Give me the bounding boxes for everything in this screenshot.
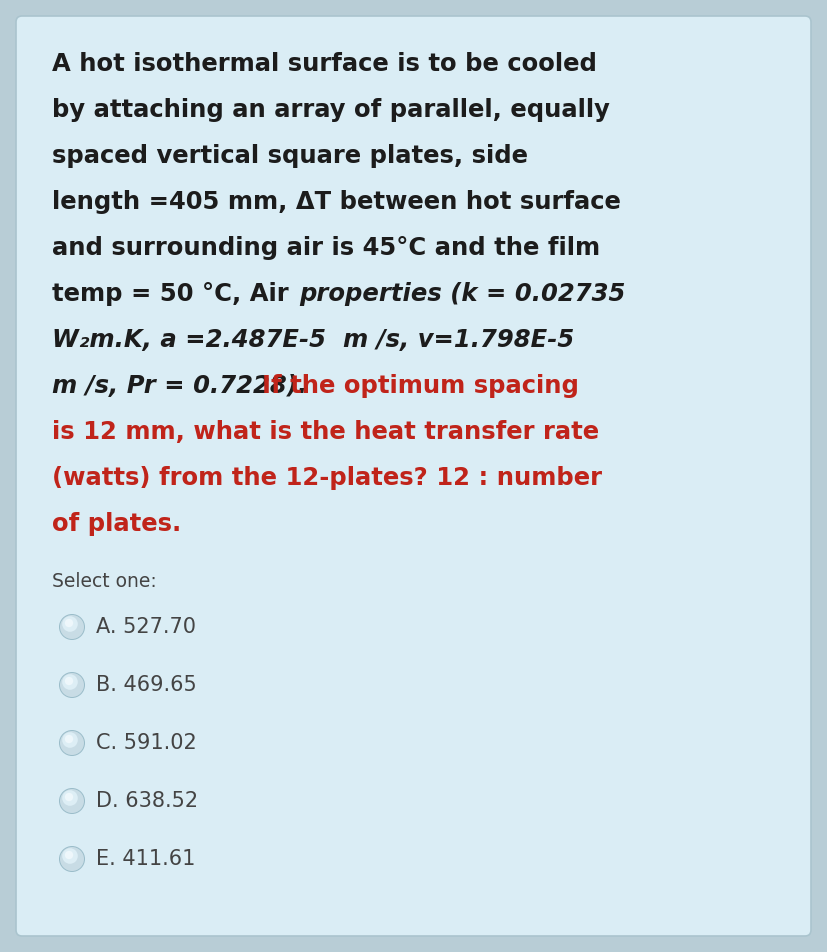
Text: A. 527.70: A. 527.70	[96, 617, 196, 637]
Text: and surrounding air is 45°C and the film: and surrounding air is 45°C and the film	[52, 236, 600, 260]
Circle shape	[62, 790, 78, 805]
Text: C. 591.02: C. 591.02	[96, 733, 197, 753]
Circle shape	[62, 732, 78, 748]
Text: A hot isothermal surface is to be cooled: A hot isothermal surface is to be cooled	[52, 52, 597, 76]
Text: W₂m.K, a =2.487E-5  m /s, v=1.798E-5: W₂m.K, a =2.487E-5 m /s, v=1.798E-5	[52, 328, 574, 352]
Text: E. 411.61: E. 411.61	[96, 849, 195, 869]
Text: B. 469.65: B. 469.65	[96, 675, 197, 695]
Circle shape	[65, 735, 74, 744]
Circle shape	[62, 616, 78, 632]
FancyBboxPatch shape	[16, 16, 811, 936]
Circle shape	[60, 731, 84, 755]
Text: by attaching an array of parallel, equally: by attaching an array of parallel, equal…	[52, 98, 609, 122]
Circle shape	[65, 619, 74, 627]
Circle shape	[60, 615, 84, 639]
Text: D. 638.52: D. 638.52	[96, 791, 198, 811]
Circle shape	[62, 674, 78, 690]
Text: properties (k = 0.02735: properties (k = 0.02735	[299, 282, 625, 306]
Text: of plates.: of plates.	[52, 512, 181, 536]
Text: If the optimum spacing: If the optimum spacing	[262, 374, 579, 398]
Circle shape	[59, 614, 85, 640]
Circle shape	[60, 673, 84, 697]
Circle shape	[65, 851, 74, 860]
Circle shape	[60, 847, 84, 871]
Text: Select one:: Select one:	[52, 572, 157, 591]
Text: m /s, Pr = 0.7228).: m /s, Pr = 0.7228).	[52, 374, 316, 398]
Circle shape	[59, 788, 85, 814]
Text: length =405 mm, ΔT between hot surface: length =405 mm, ΔT between hot surface	[52, 190, 621, 214]
Circle shape	[60, 789, 84, 813]
Circle shape	[59, 672, 85, 698]
Circle shape	[59, 730, 85, 756]
Circle shape	[65, 677, 74, 685]
Text: spaced vertical square plates, side: spaced vertical square plates, side	[52, 144, 528, 168]
Text: (watts) from the 12-plates? 12 : number: (watts) from the 12-plates? 12 : number	[52, 466, 602, 490]
Circle shape	[62, 848, 78, 863]
Text: temp = 50 °C, Air: temp = 50 °C, Air	[52, 282, 297, 306]
Circle shape	[65, 793, 74, 802]
Circle shape	[59, 846, 85, 872]
Text: is 12 mm, what is the heat transfer rate: is 12 mm, what is the heat transfer rate	[52, 420, 599, 444]
